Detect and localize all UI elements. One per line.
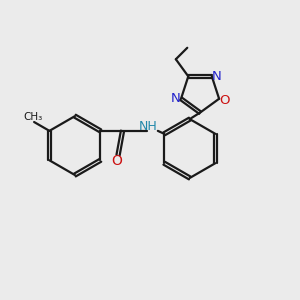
Text: N: N xyxy=(171,92,181,105)
Text: N: N xyxy=(212,70,222,83)
Text: NH: NH xyxy=(139,120,158,133)
Text: CH₃: CH₃ xyxy=(23,112,42,122)
Text: O: O xyxy=(220,94,230,107)
Text: O: O xyxy=(111,154,122,168)
